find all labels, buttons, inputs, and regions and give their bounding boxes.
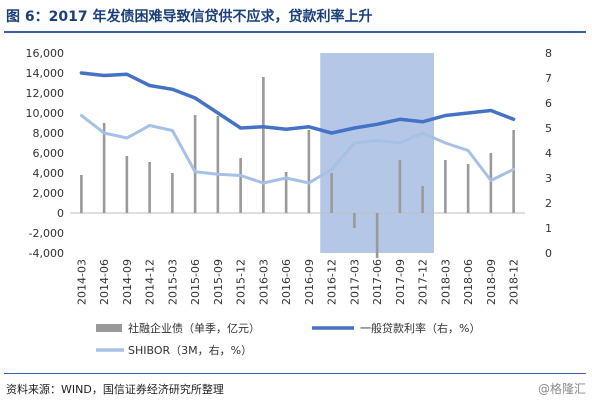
bar-2014-12 [148,162,151,213]
bar-series-group [80,77,515,258]
bar-2016-12 [330,173,333,213]
x-tick-label: 2014-03 [75,259,88,305]
right-tick-label: 3 [545,172,552,185]
shibor-line [79,114,516,185]
left-tick-label: 8,000 [33,127,65,140]
left-tick-label: 14,000 [26,67,65,80]
x-tick-label: 2018-03 [439,259,452,305]
right-tick-label: 0 [545,247,552,260]
left-tick-label: -4,000 [29,247,64,260]
x-axis-ticks: 2014-03 2014-06 2014-09 2014-12 2015-03 2015-… [75,259,520,305]
left-axis-ticks: 16,000 14,000 12,000 10,000 8,000 6,000 4,000 2… [26,47,65,260]
right-tick-label: 8 [545,47,552,60]
legend-bar-label: 社融企业债（单季，亿元） [128,321,260,335]
bar-2018-12 [512,130,515,213]
bar-2016-09 [307,130,311,213]
x-tick-label: 2017-12 [417,259,430,305]
right-tick-label: 6 [545,97,552,110]
left-tick-label: 2,000 [33,187,65,200]
x-tick-label: 2014-09 [121,259,134,305]
x-tick-label: 2017-09 [394,259,407,305]
bar-2017-06 [375,213,379,258]
loan-rate-line [79,71,516,135]
right-tick-label: 4 [545,147,552,160]
right-tick-label: 2 [545,197,552,210]
left-tick-label: 0 [57,207,64,220]
left-tick-label: 6,000 [33,147,65,160]
right-tick-label: 5 [545,122,552,135]
figure-title: 图 6：2017 年发债困难导致信贷供不应求，贷款利率上升 [6,9,373,25]
legend-bar-swatch [96,324,122,332]
legend-loan-rate-label: 一般贷款利率（右，%） [360,321,480,335]
x-tick-label: 2018-06 [462,259,475,305]
x-tick-label: 2016-12 [326,259,339,305]
right-tick-label: 1 [545,222,552,235]
x-tick-label: 2017-03 [348,259,361,305]
bar-2018-03 [444,160,447,213]
right-tick-label: 7 [545,72,552,85]
figure-header: 图 6：2017 年发债困难导致信贷供不应求，贷款利率上升 [0,0,592,34]
x-tick-label: 2014-12 [144,259,157,305]
legend: 社融企业债（单季，亿元） 一般贷款利率（右，%） SHIBOR（3M，右，%） [96,321,480,357]
left-tick-label: 16,000 [26,47,65,60]
bar-2015-12 [239,158,242,213]
left-tick-label: 4,000 [33,167,65,180]
bar-2014-09 [125,156,129,213]
x-tick-label: 2016-09 [303,259,316,305]
right-axis-ticks: 8 7 6 5 4 3 2 1 0 [545,47,552,260]
source-note: 资料来源：WIND，国信证券经济研究所整理 [6,383,224,396]
title-divider [4,31,586,33]
x-tick-label: 2015-12 [235,259,248,305]
left-tick-label: 12,000 [26,87,65,100]
x-tick-label: 2016-06 [280,259,293,305]
bar-2018-06 [466,164,470,213]
bar-2016-06 [284,172,288,213]
bar-2017-09 [398,160,402,213]
x-tick-label: 2016-03 [257,259,270,305]
bar-2014-03 [80,175,83,213]
bar-2015-09 [216,116,220,213]
bar-2014-06 [102,123,106,213]
footer-divider [4,373,586,374]
line-series-group [79,71,516,185]
left-tick-label: -2,000 [29,227,64,240]
x-tick-label: 2015-03 [166,259,179,305]
x-tick-label: 2015-06 [189,259,202,305]
bar-2017-03 [353,213,356,228]
x-tick-label: 2018-12 [508,259,521,305]
x-tick-label: 2017-06 [371,259,384,305]
bar-2016-03 [262,77,265,213]
bar-2015-06 [193,115,197,213]
x-tick-label: 2014-06 [98,259,111,305]
x-tick-label: 2015-09 [212,259,225,305]
x-tick-label: 2018-09 [485,259,498,305]
watermark: @格隆汇 [537,382,586,396]
chart-svg: 16,00014,00012,00010,0008,0006,0004,0002… [26,47,553,357]
bar-2017-12 [421,186,424,213]
bar-2018-09 [489,153,493,213]
left-tick-label: 10,000 [26,107,65,120]
bar-2015-03 [171,173,174,213]
legend-shibor-label: SHIBOR（3M，右，%） [128,343,252,357]
